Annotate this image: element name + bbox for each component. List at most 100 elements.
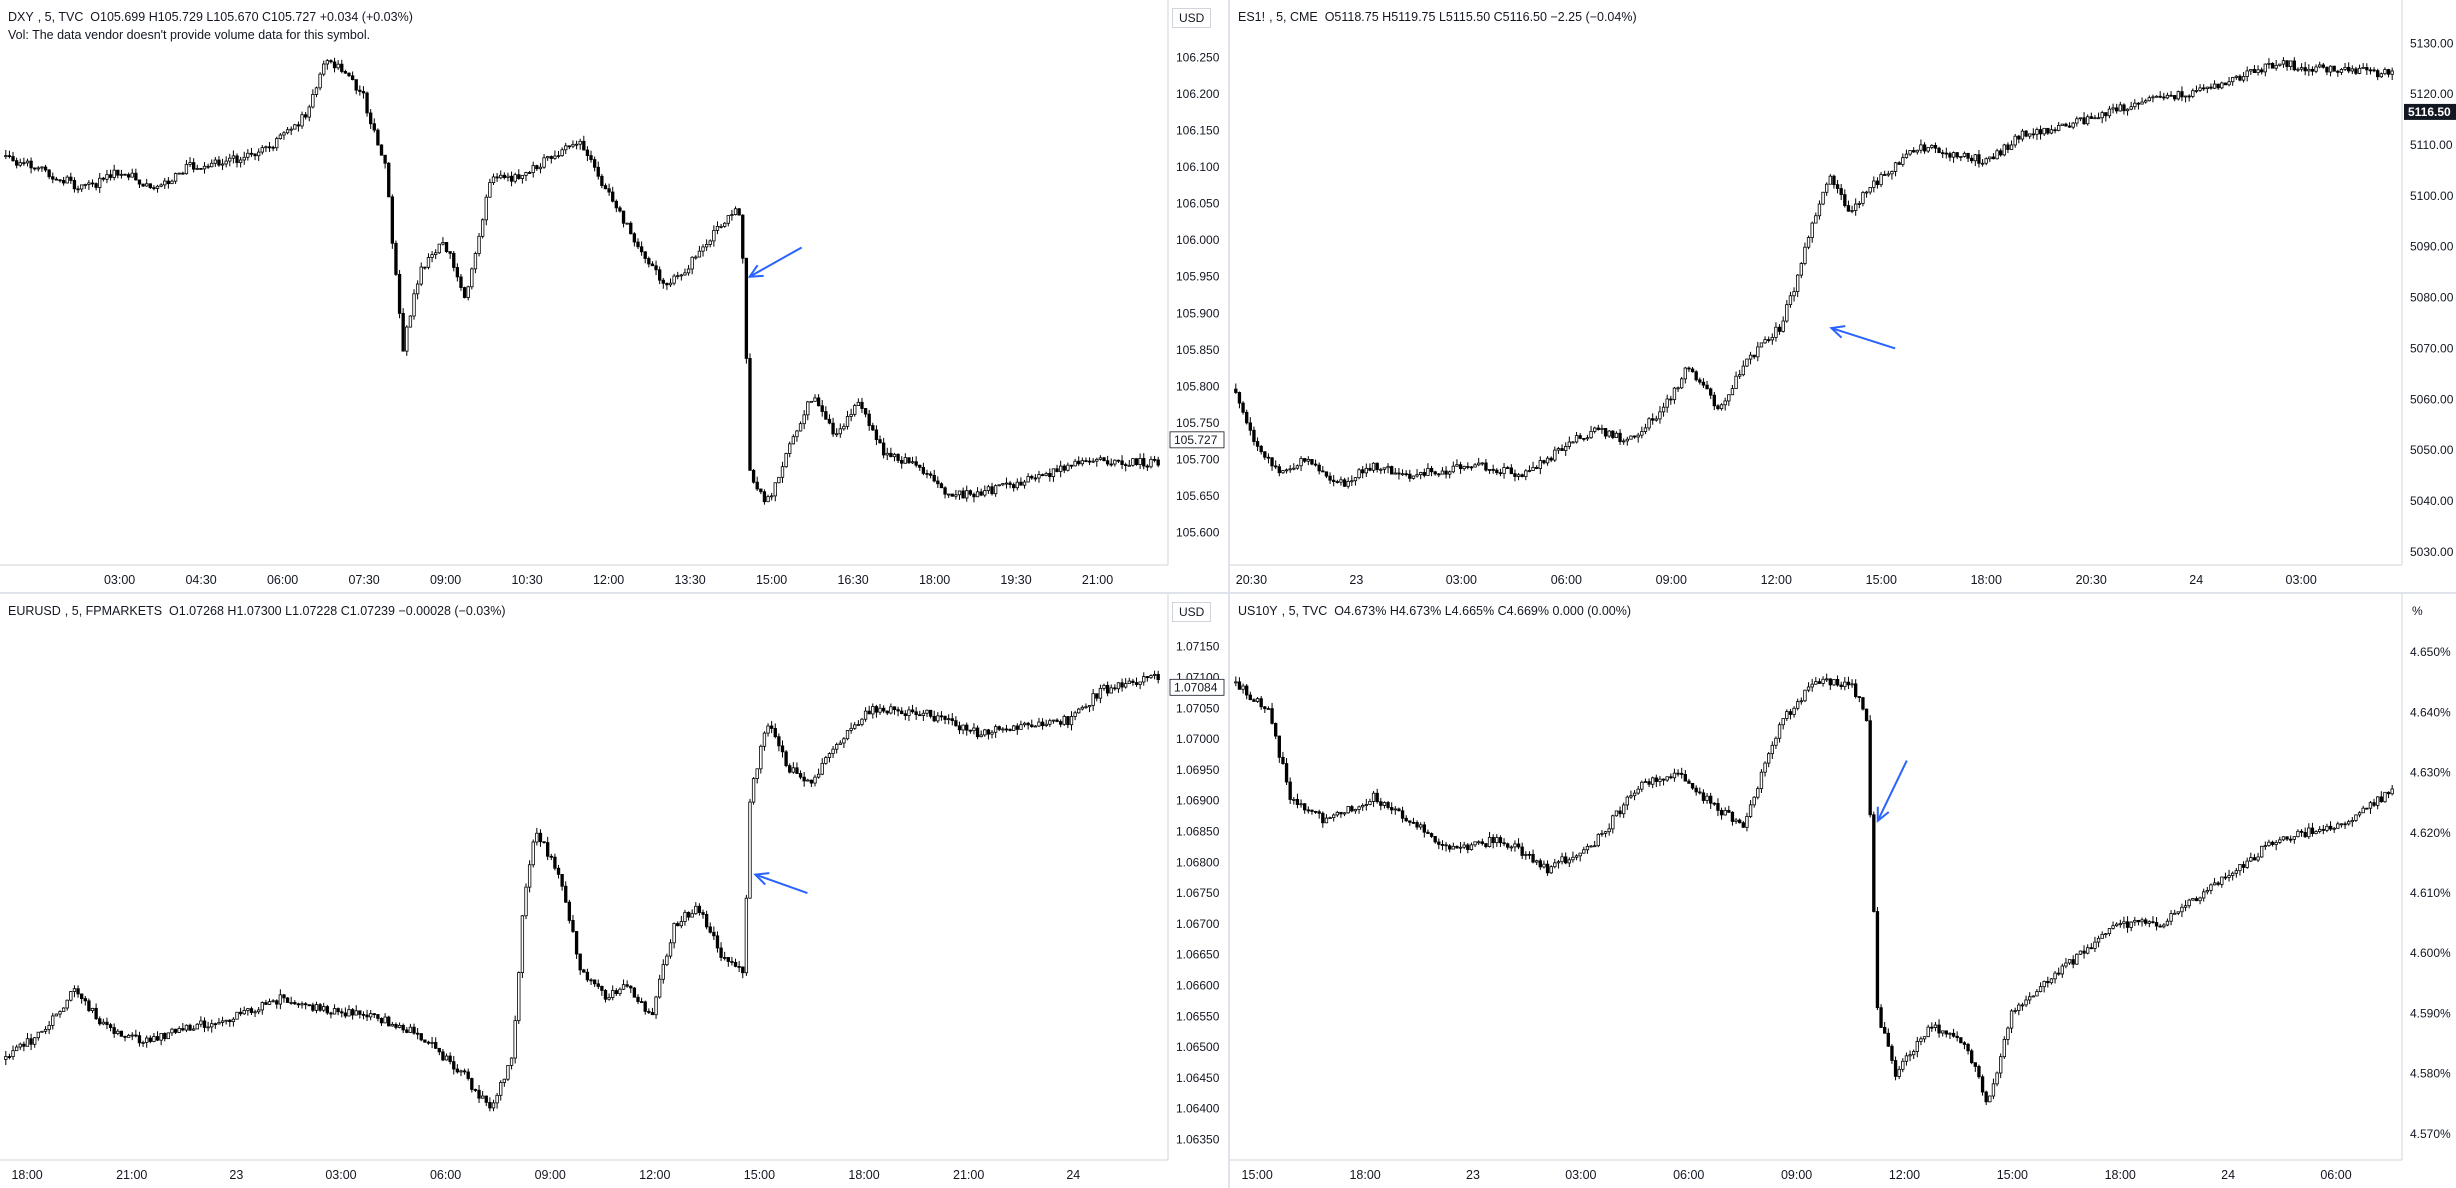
- arrow-annotation[interactable]: [753, 872, 808, 895]
- candle-body: [491, 176, 496, 184]
- candle-body: [1854, 683, 1858, 697]
- chart-svg[interactable]: 106.250 106.200 106.150 106.100 106.050 106.0…: [0, 0, 1228, 592]
- chart-svg[interactable]: 5130.00 5120.00 5110.00 5100.00 5090.00 5080.…: [1230, 0, 2456, 592]
- candle-body: [2310, 68, 2315, 72]
- candles-group: [1234, 57, 2394, 489]
- currency-button[interactable]: USD: [1172, 8, 1212, 28]
- candle-body: [206, 1026, 210, 1029]
- candle-body: [795, 430, 799, 438]
- chart-panel-eurusd[interactable]: 1.07150 1.07100 1.07050 1.07000 1.06950 1.069…: [0, 594, 1228, 1188]
- candle-body: [285, 129, 290, 134]
- candle-body: [1361, 804, 1365, 808]
- candle-body: [1705, 795, 1709, 801]
- x-tick-label: 21:00: [1082, 573, 1113, 587]
- candle-body: [72, 180, 77, 190]
- candle-body: [2216, 882, 2220, 885]
- candle-body: [69, 176, 73, 181]
- candle-body: [2191, 898, 2195, 901]
- chart-svg[interactable]: 1.071501.071001.070501.070001.069501.069…: [0, 594, 1228, 1188]
- arrow-annotation[interactable]: [1829, 325, 1896, 350]
- candle-body: [1335, 811, 1339, 816]
- candle-body: [1854, 203, 1858, 211]
- candle-body: [748, 358, 752, 471]
- candle-body: [1288, 781, 1292, 800]
- candle-body: [1386, 466, 1390, 469]
- candle-body: [2115, 107, 2119, 112]
- candle-body: [166, 180, 171, 185]
- candle-body: [719, 225, 723, 228]
- horizontal-divider[interactable]: [0, 592, 2456, 594]
- candle-body: [1647, 781, 1651, 785]
- candle-body: [900, 710, 904, 715]
- candle-body: [661, 279, 665, 284]
- candle-body: [567, 145, 572, 148]
- candle-body: [1857, 203, 1861, 205]
- candle-body: [827, 753, 832, 758]
- candle-body: [1382, 802, 1387, 806]
- candle-body: [1030, 724, 1034, 728]
- legend-symbol: US10Y: [1238, 604, 1278, 618]
- candle-body: [574, 143, 579, 146]
- candle-body: [2060, 123, 2064, 126]
- y-tick-label: 4.600%: [2410, 946, 2451, 960]
- x-tick-label: 18:00: [1349, 1168, 1380, 1182]
- candle-body: [2390, 788, 2394, 795]
- candle-body: [1048, 720, 1052, 725]
- y-tick-label: 5030.00: [2410, 545, 2454, 559]
- candle-body: [1803, 246, 1807, 264]
- candle-body: [1781, 718, 1785, 726]
- candle-body: [658, 978, 662, 998]
- chart-svg[interactable]: 4.650% 4.640% 4.630% 4.620% 4.610% 4.600% 4.59…: [1230, 594, 2456, 1188]
- candle-body: [1397, 472, 1401, 475]
- candle-body: [600, 175, 604, 186]
- candle-body: [784, 453, 788, 468]
- candle-body: [1941, 152, 1945, 155]
- candle-body: [2075, 118, 2079, 124]
- candle-body: [816, 773, 821, 778]
- candle-body: [921, 712, 926, 716]
- arrow-annotation[interactable]: [1876, 760, 1908, 823]
- candle-body: [275, 1000, 279, 1005]
- vertical-divider[interactable]: [1228, 0, 1230, 1188]
- candle-body: [2325, 825, 2329, 831]
- candle-body: [896, 709, 900, 712]
- candle-body: [365, 92, 369, 114]
- candle-body: [1727, 809, 1731, 813]
- candle-body: [2031, 995, 2035, 998]
- candle-body: [1556, 448, 1561, 451]
- chart-panel-dxy[interactable]: 106.250 106.200 106.150 106.100 106.050 106.0…: [0, 0, 1228, 592]
- candle-body: [2263, 63, 2267, 73]
- candle-body: [835, 433, 839, 436]
- currency-button[interactable]: USD: [1172, 602, 1212, 622]
- candle-body: [1611, 815, 1615, 830]
- candle-body: [4, 155, 8, 158]
- candle-body: [1988, 156, 1992, 160]
- legend-source: CME: [1289, 10, 1318, 24]
- candle-body: [441, 242, 445, 245]
- arrow-head: [753, 872, 770, 886]
- candle-body: [2357, 812, 2362, 816]
- candle-body: [1846, 205, 1851, 212]
- candle-body: [1120, 460, 1124, 465]
- currency-button[interactable]: %: [2406, 602, 2429, 620]
- candle-body: [379, 144, 384, 156]
- candle-body: [1524, 853, 1528, 856]
- candle-body: [1948, 1032, 1952, 1035]
- arrow-annotation[interactable]: [747, 246, 803, 278]
- candle-body: [1785, 711, 1789, 719]
- candle-body: [1999, 1056, 2003, 1074]
- candle-body: [83, 998, 87, 1002]
- candle-body: [1643, 427, 1648, 432]
- candle-body: [159, 1033, 163, 1041]
- candle-body: [813, 397, 817, 402]
- candle-body: [358, 89, 362, 92]
- candle-body: [2194, 90, 2199, 92]
- candle-body: [560, 874, 564, 887]
- x-tick-label: 12:00: [639, 1168, 670, 1182]
- chart-panel-us10y[interactable]: 4.650% 4.640% 4.630% 4.620% 4.610% 4.600% 4.59…: [1230, 594, 2456, 1188]
- candle-body: [2310, 827, 2315, 834]
- candle-body: [116, 1030, 120, 1034]
- chart-panel-es[interactable]: 5130.00 5120.00 5110.00 5100.00 5090.00 5080.…: [1230, 0, 2456, 592]
- candle-body: [1234, 388, 1238, 393]
- x-tick-label: 23: [1349, 573, 1363, 587]
